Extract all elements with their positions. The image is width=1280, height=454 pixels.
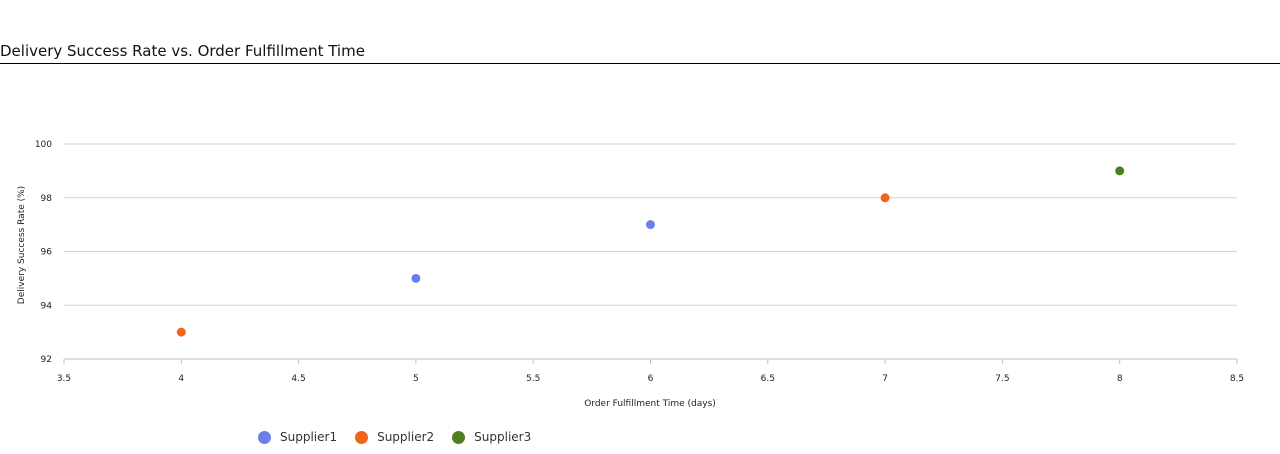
chart-title: Delivery Success Rate vs. Order Fulfillm… [0,42,365,60]
x-tick-label: 5.5 [526,374,540,384]
legend-item-supplier3[interactable]: Supplier3 [452,430,531,444]
data-point-supplier2[interactable] [176,327,186,337]
x-tick-labels: 3.5 4 4.5 5 5.5 6 6.5 7 7.5 8 8.5 [57,374,1244,384]
data-point-supplier2[interactable] [880,193,890,203]
x-tick-label: 6 [648,374,654,384]
x-tick-label: 8.5 [1230,374,1244,384]
x-tick-label: 7.5 [995,374,1009,384]
y-tick-label: 96 [41,248,53,258]
legend-swatch-icon [452,430,466,444]
legend-label: Supplier1 [280,430,338,444]
legend-swatch-icon [355,430,369,444]
y-tick-label: 100 [35,140,52,150]
data-point-supplier1[interactable] [411,273,421,283]
x-tick-label: 4.5 [291,374,305,384]
x-tick-label: 7 [882,374,888,384]
legend-item-supplier2[interactable]: Supplier2 [355,430,434,444]
x-tick-label: 4 [178,374,184,384]
legend-label: Supplier3 [474,430,532,444]
data-point-supplier3[interactable] [1115,166,1125,176]
chart-legend: Supplier1 Supplier2 Supplier3 [258,430,549,444]
legend-label: Supplier2 [377,430,435,444]
x-axis-label: Order Fulfillment Time (days) [584,399,716,409]
y-tick-labels: 92 94 96 98 100 [35,140,52,365]
gridlines [64,143,1237,306]
y-tick-label: 94 [41,301,53,311]
x-tick-label: 6.5 [761,374,775,384]
legend-swatch-icon [258,430,271,444]
data-points [176,166,1125,337]
x-tick-label: 3.5 [57,374,71,384]
y-tick-label: 98 [41,194,53,204]
data-point-supplier1[interactable] [646,220,655,230]
y-axis-label: Delivery Success Rate (%) [17,186,27,304]
y-tick-label: 92 [41,355,52,365]
x-tick-label: 8 [1117,374,1123,384]
legend-item-supplier1[interactable]: Supplier1 [258,430,337,444]
x-tick-label: 5 [413,374,419,384]
title-divider [0,63,1280,64]
axes [63,358,1238,364]
